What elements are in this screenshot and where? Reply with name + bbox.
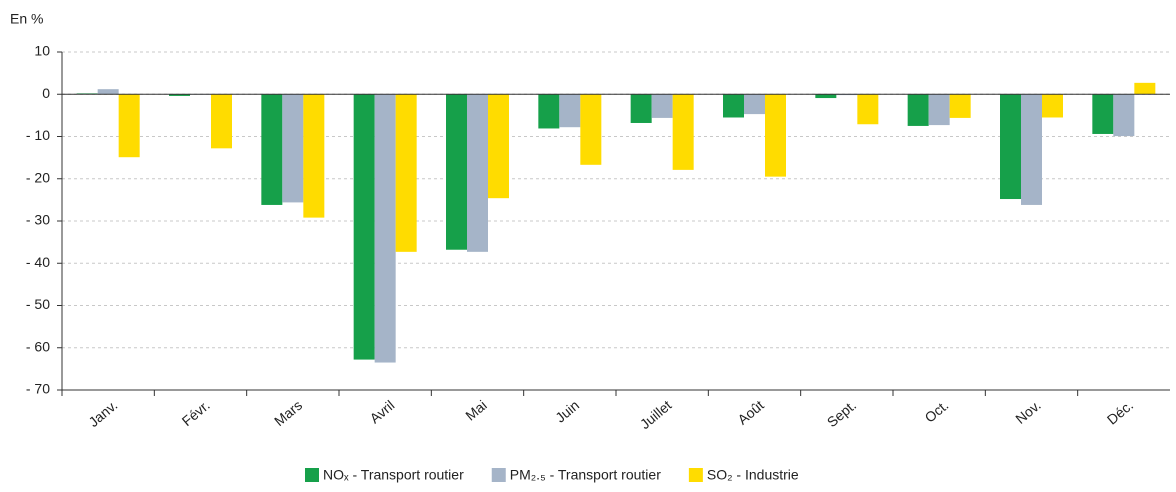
bar (950, 94, 971, 118)
legend-label: SO₂ - Industrie (707, 467, 799, 483)
bar (1113, 94, 1134, 136)
bar (538, 94, 559, 128)
x-tick-label: Avril (367, 397, 398, 427)
bar (1000, 94, 1021, 199)
y-tick-label: 10 (34, 43, 50, 59)
y-tick-label: - 50 (26, 296, 50, 312)
bar (744, 94, 765, 114)
bar (396, 94, 417, 252)
x-tick-label: Mai (462, 397, 490, 424)
bar (119, 94, 140, 157)
y-tick-label: - 10 (26, 127, 50, 143)
bar (815, 94, 836, 98)
bar (765, 94, 786, 176)
x-tick-label: Sept. (824, 397, 859, 430)
bar (354, 94, 375, 359)
y-axis-label: En % (10, 11, 43, 27)
legend-label: PM₂.₅ - Transport routier (510, 467, 661, 483)
bar (908, 94, 929, 126)
bar (211, 94, 232, 148)
bar (446, 94, 467, 249)
x-tick-label: Févr. (179, 397, 213, 429)
bar (1092, 94, 1113, 134)
x-tick-label: Déc. (1104, 397, 1136, 428)
x-tick-label: Janv. (85, 397, 120, 430)
bar (98, 89, 119, 94)
bar (631, 94, 652, 123)
bar (559, 94, 580, 127)
y-tick-label: - 70 (26, 381, 50, 397)
bar (282, 94, 303, 202)
x-tick-label: Nov. (1012, 397, 1044, 427)
y-tick-label: 0 (42, 85, 50, 101)
y-tick-label: - 30 (26, 212, 50, 228)
x-tick-label: Juin (552, 397, 582, 426)
bar (488, 94, 509, 198)
bar (1042, 94, 1063, 117)
bar (723, 94, 744, 117)
bar (261, 94, 282, 205)
bar (929, 94, 950, 125)
bar (857, 94, 878, 124)
legend-label: NOₓ - Transport routier (323, 467, 464, 483)
y-tick-label: - 20 (26, 169, 50, 185)
bar (1134, 83, 1155, 94)
x-tick-label: Mars (271, 397, 305, 429)
bar (673, 94, 694, 170)
bar (375, 94, 396, 362)
y-tick-label: - 60 (26, 338, 50, 354)
x-tick-label: Juillet (637, 397, 675, 432)
bar (303, 94, 324, 217)
legend-swatch (305, 468, 319, 482)
bar (1021, 94, 1042, 205)
bar (580, 94, 601, 165)
legend-swatch (492, 468, 506, 482)
y-tick-label: - 40 (26, 254, 50, 270)
x-tick-label: Août (734, 397, 766, 428)
legend-swatch (689, 468, 703, 482)
bar (652, 94, 673, 118)
bar (467, 94, 488, 252)
x-tick-label: Oct. (922, 397, 952, 426)
